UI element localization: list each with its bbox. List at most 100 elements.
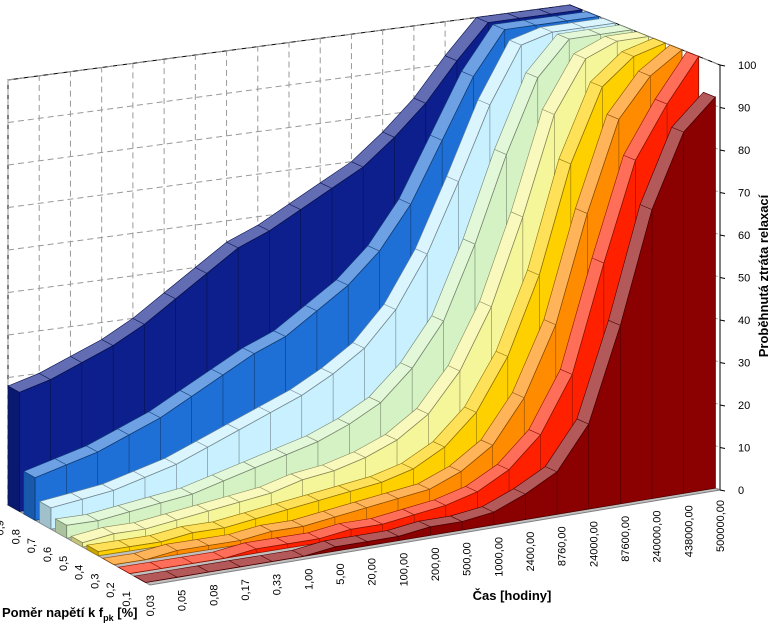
ribbon-edge-top [444,55,458,62]
ribbon-edge-top [606,114,620,120]
ribbon-edge-top [588,29,601,35]
x-tick-label: 5,00 [335,563,347,584]
ribbon-edge-top [557,33,570,40]
ribbon-edge-top [417,483,430,490]
y-tick [719,447,726,449]
legend-label: 0,8 [10,529,22,544]
x-tick-label: 0,33 [272,574,284,595]
ribbon-edge-top [260,525,272,532]
ribbon-edge-top [433,499,446,506]
ribbon-edge-top [509,39,522,46]
ribbon-edge-top [703,92,716,98]
ribbon-edge-top [196,504,209,512]
ribbon-edge-top [355,535,368,542]
ribbon-edge-top [464,406,477,413]
ribbon-edge-top [543,319,556,326]
ribbon-edge-top [228,495,240,503]
ribbon-edge-top [244,512,256,519]
ribbon-edge-top [446,176,459,182]
ribbon-edge-top [527,269,540,276]
ribbon-edge-top [608,320,621,326]
ribbon-edge-top [415,248,428,255]
ribbon-edge-top [671,126,684,133]
ribbon-edge-top [70,536,83,543]
ribbon-edge-top [132,318,145,325]
x-tick-label: 0,17 [240,579,252,600]
x-tick-label: 500,00 [462,542,474,576]
y-tick-label: 50 [738,273,750,285]
ribbon-edge-top [133,471,146,478]
y-tick-label: 30 [738,358,750,370]
ribbon-edge-top [338,485,351,492]
ribbon-edge-top [149,535,162,543]
ribbon-edge-top [134,575,146,583]
ribbon-edge-top [273,330,286,337]
ribbon-edge-top [513,488,526,495]
ribbon-edge-top [70,492,83,500]
ribbon-edge-top [575,208,588,214]
z-axis-label-tail: [%] [114,605,138,620]
ribbon-edge-top [118,540,130,547]
ribbon-edge-top [586,11,599,17]
legend-label: 0,7 [26,538,38,553]
ribbon-edge-top [367,245,380,252]
y-tick-label: 90 [738,103,750,115]
ribbon-edge-top [336,279,349,286]
ribbon-edge-top [351,161,364,168]
y-tick-label: 20 [738,400,750,412]
y-tick-label: 70 [738,188,750,200]
y-tick-label: 60 [738,230,750,242]
ribbon-end [23,470,36,521]
ribbon-edge-top [401,463,414,470]
ribbon-edge-top [382,131,395,138]
y-tick-label: 10 [738,443,750,455]
ribbon-edge-top [368,396,381,403]
ribbon-edge-top [322,464,335,471]
x-tick-label: 240000,00 [652,511,664,563]
ribbon-edge-top [402,508,415,516]
ribbon-edge-top [525,72,538,78]
ribbon-edge-top [54,458,67,466]
ribbon-edge-top [102,483,114,491]
x-tick-label: 0,05 [177,590,189,611]
y-tick [719,404,726,407]
y-tick [719,489,726,492]
ribbon-edge-top [102,527,115,534]
ribbon-edge-top [196,440,208,448]
legend-label: 0,5 [58,556,70,571]
ribbon-edge-top [163,292,176,300]
x-tick-label: 0,03 [145,595,157,616]
legend-label: 0,3 [89,574,101,589]
ribbon-edge-top [181,526,193,533]
ribbon-edge-top [321,368,334,375]
ribbon-edge-top [197,539,209,546]
ribbon-edge-top [259,486,272,494]
ribbon-edge-top [242,347,255,354]
x-tick-label: 100,00 [398,553,410,587]
x-tick-label: 0,08 [208,584,220,605]
ribbon-edge-top [450,515,463,522]
ribbon-edge-top [540,26,553,33]
x-tick-label: 20,00 [367,558,379,586]
ribbon-edge-top [654,98,668,105]
ribbon-edge-top [418,520,431,528]
x-tick-label: 87600,00 [620,516,632,562]
ribbon-edge-top [55,518,67,526]
ribbon-edge-top [354,501,367,509]
ribbon-edge-top [576,418,589,425]
ribbon-edge-top [545,466,558,473]
ribbon-edge-top [226,241,239,249]
ribbon-edge-top [431,315,444,322]
ribbon-edge-top [257,224,270,232]
ribbon-edge-top [495,350,508,357]
ribbon-edge-top [86,445,98,453]
ribbon-edge-top [211,368,224,376]
ribbon-edge-top [7,385,20,393]
y-tick [719,319,726,322]
ribbon-edge-top [560,369,573,375]
x-tick-label: 438000,00 [683,505,695,557]
ribbon-edge-top [385,434,398,441]
ribbon-edge-top [480,439,493,446]
y-tick [719,234,726,237]
ribbon-edge-top [512,392,525,399]
